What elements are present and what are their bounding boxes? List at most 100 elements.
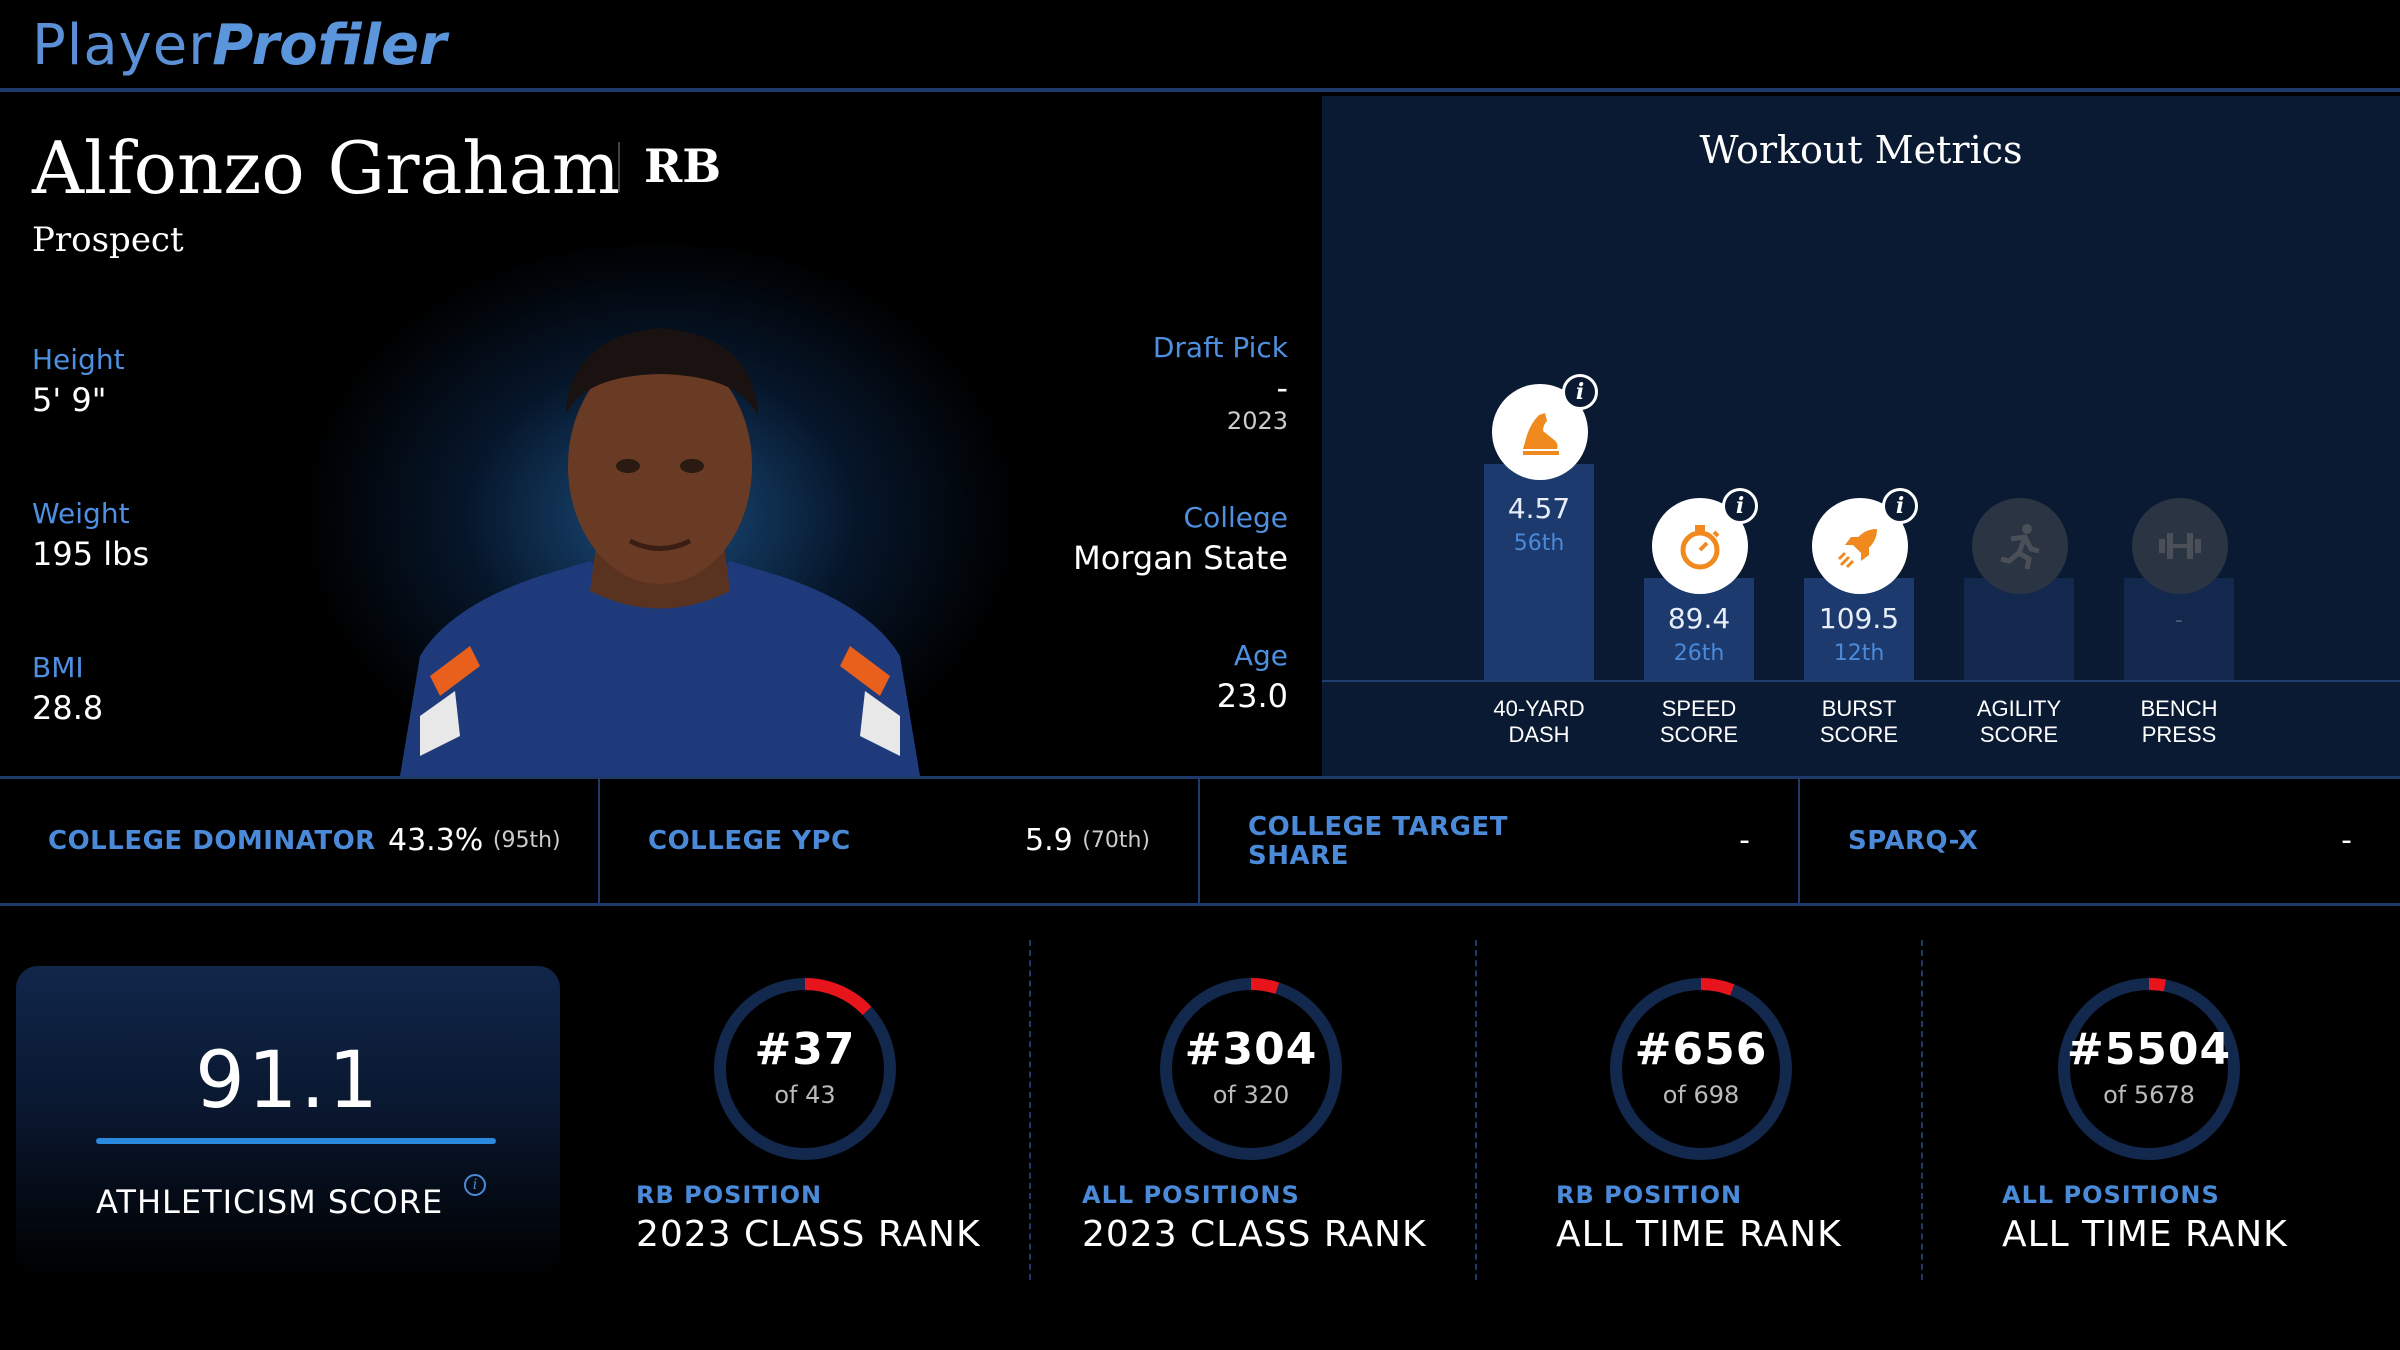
college-divider xyxy=(1798,779,1800,903)
workout-metrics-panel: Workout Metrics i 4.57 56th 40-YARD DASH… xyxy=(1322,96,2400,776)
player-panel: Alfonzo Graham RB Prospect Height 5' 9" … xyxy=(0,96,1320,776)
metric-label-line1: BURST xyxy=(1821,696,1897,721)
player-position: RB xyxy=(644,139,722,193)
college-dominator-label: COLLEGE DOMINATOR xyxy=(48,826,376,856)
bmi-value: 28.8 xyxy=(32,689,104,727)
donut-progress-arc xyxy=(1610,978,1792,1160)
rank-subtitle: RB POSITION xyxy=(636,1181,823,1209)
rank-subtitle: RB POSITION xyxy=(1556,1181,1743,1209)
rank-of-total: of 5678 xyxy=(2103,1081,2195,1109)
metric-rank: 26th xyxy=(1673,641,1725,666)
sparq-x-cell: SPARQ-X - xyxy=(1800,779,2400,903)
height-label: Height xyxy=(32,343,125,376)
info-icon[interactable]: i xyxy=(1722,488,1758,524)
donut-progress-arc xyxy=(714,978,896,1160)
rank-number: #5504 xyxy=(2066,1024,2232,1075)
rank-title: ALL TIME RANK xyxy=(2002,1214,2288,1255)
info-icon[interactable]: i xyxy=(464,1174,486,1196)
info-icon[interactable]: i xyxy=(1562,374,1598,410)
metric-rank: 56th xyxy=(1513,531,1565,556)
metric-label-line2: SCORE xyxy=(1819,722,1899,747)
player-photo xyxy=(400,328,920,776)
rank-title: 2023 CLASS RANK xyxy=(1082,1214,1427,1255)
athleticism-score-card: 91.1 ATHLETICISM SCORE i xyxy=(16,966,560,1276)
metric-bench-press: - BENCH PRESS xyxy=(2124,96,2234,776)
metric-label-line2: SCORE xyxy=(1979,722,2059,747)
metric-speed-score: i 89.4 26th SPEED SCORE xyxy=(1644,96,1758,776)
college-target-share-value: - xyxy=(1739,823,1750,858)
running-person-icon xyxy=(1972,498,2068,594)
metric-label-line2: SCORE xyxy=(1659,722,1739,747)
college-target-share-label-line2: SHARE xyxy=(1248,841,1349,871)
rank-number: #304 xyxy=(1184,1024,1318,1075)
bmi-label: BMI xyxy=(32,651,84,684)
top-navbar: PlayerProfiler xyxy=(0,0,2400,92)
metric-40-yard-dash: i 4.57 56th 40-YARD DASH xyxy=(1484,96,1598,776)
logo-text-player: Player xyxy=(32,13,213,78)
player-status: Prospect xyxy=(32,220,184,260)
college-target-share-cell: COLLEGE TARGET SHARE - xyxy=(1200,779,1798,903)
draft-pick-label: Draft Pick xyxy=(1152,331,1288,364)
rank-donut xyxy=(1606,974,1796,1164)
college-ypc-cell: COLLEGE YPC 5.9 (70th) xyxy=(600,779,1198,903)
college-label: College xyxy=(1183,501,1288,534)
college-dominator-value: 43.3% (95th) xyxy=(388,823,561,858)
college-stats-strip: COLLEGE DOMINATOR 43.3% (95th) COLLEGE Y… xyxy=(0,776,2400,906)
sparq-x-label: SPARQ-X xyxy=(1848,826,1979,856)
rank-number: #37 xyxy=(754,1024,856,1075)
rank-divider xyxy=(1029,940,1031,1280)
rank-divider xyxy=(1921,940,1923,1280)
college-ypc-label: COLLEGE YPC xyxy=(648,826,851,856)
college-divider xyxy=(1198,779,1200,903)
college-ypc-value: 5.9 (70th) xyxy=(1025,823,1150,858)
metric-label-line2: PRESS xyxy=(2141,722,2217,747)
rank-donut xyxy=(710,974,900,1164)
college-dominator-cell: COLLEGE DOMINATOR 43.3% (95th) xyxy=(0,779,598,903)
metric-label-line1: SPEED xyxy=(1661,696,1737,721)
draft-pick-value: - xyxy=(1276,369,1288,407)
rank-title: 2023 CLASS RANK xyxy=(636,1214,981,1255)
metric-label-line1: BENCH xyxy=(2140,696,2218,721)
metric-bar xyxy=(2124,578,2234,680)
college-target-share-label-line1: COLLEGE TARGET xyxy=(1248,812,1508,842)
rank-all-all-time: #5504 of 5678 ALL POSITIONS ALL TIME RAN… xyxy=(2002,930,2400,1290)
athleticism-score-underline xyxy=(96,1138,496,1144)
athleticism-score-value: 91.1 xyxy=(195,1036,381,1126)
rank-donut xyxy=(2054,974,2244,1164)
college-value[interactable]: Morgan State xyxy=(1073,539,1288,577)
playerprofiler-logo[interactable]: PlayerProfiler xyxy=(32,14,447,78)
metrics-baseline xyxy=(1322,680,2400,682)
workout-metrics-title: Workout Metrics xyxy=(1699,128,2023,172)
rank-of-total: of 43 xyxy=(774,1081,836,1109)
rank-of-total: of 320 xyxy=(1212,1081,1290,1109)
draft-year: 2023 xyxy=(1226,407,1288,435)
metric-value: - xyxy=(2175,608,2183,633)
metric-value: 89.4 xyxy=(1667,602,1731,635)
info-icon[interactable]: i xyxy=(1882,488,1918,524)
metric-agility-score: AGILITY SCORE xyxy=(1964,96,2074,776)
metric-bar xyxy=(1804,578,1914,680)
metric-value: 4.57 xyxy=(1507,492,1571,525)
metric-value: 109.5 xyxy=(1818,602,1900,635)
age-label: Age xyxy=(1233,639,1288,672)
metric-label-line1: AGILITY xyxy=(1976,696,2062,721)
rank-divider xyxy=(1475,940,1477,1280)
rank-rb-2023-class: #37 of 43 RB POSITION 2023 CLASS RANK xyxy=(636,930,1080,1290)
rank-subtitle: ALL POSITIONS xyxy=(2002,1181,2220,1209)
sparq-x-value: - xyxy=(2341,823,2352,858)
metric-bar xyxy=(1644,578,1754,680)
name-divider xyxy=(618,142,620,192)
metric-bar xyxy=(1484,464,1594,680)
metric-label-line1: 40-YARD xyxy=(1493,696,1585,721)
dumbbell-icon xyxy=(2132,498,2228,594)
logo-text-profiler: Profiler xyxy=(212,13,447,78)
weight-value: 195 lbs xyxy=(32,535,150,573)
metric-bar xyxy=(1964,578,2074,680)
height-value: 5' 9" xyxy=(32,381,107,419)
age-value: 23.0 xyxy=(1216,677,1288,715)
player-name: Alfonzo Graham xyxy=(32,126,620,210)
rank-subtitle: ALL POSITIONS xyxy=(1082,1181,1300,1209)
rank-number: #656 xyxy=(1634,1024,1768,1075)
rank-all-2023-class: #304 of 320 ALL POSITIONS 2023 CLASS RAN… xyxy=(1082,930,1526,1290)
rank-title: ALL TIME RANK xyxy=(1556,1214,1842,1255)
